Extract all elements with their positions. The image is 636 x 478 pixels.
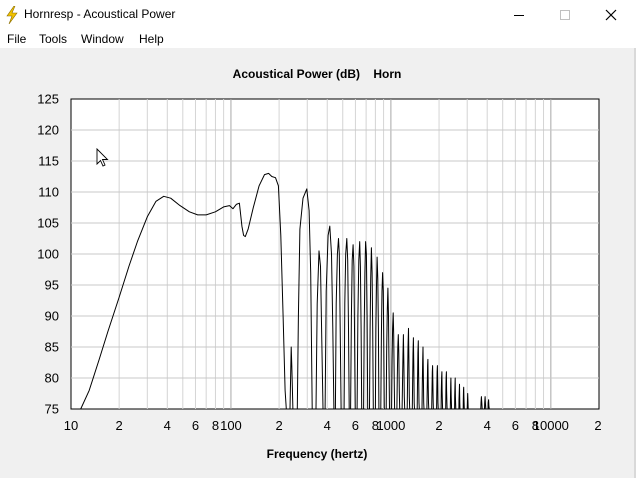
y-axis-ticks: 75 80 85 90 95 100 105 110 115 120 125	[37, 92, 59, 417]
menu-file[interactable]: File	[7, 32, 27, 46]
menu-tools[interactable]: Tools	[39, 32, 68, 46]
mouse-cursor-icon	[96, 147, 109, 167]
x-tick-label: 2	[435, 418, 442, 433]
y-tick-label: 75	[45, 402, 59, 417]
maximize-button[interactable]	[542, 0, 588, 30]
y-tick-label: 100	[37, 247, 59, 262]
maximize-icon	[560, 10, 570, 20]
y-tick-label: 110	[38, 185, 59, 200]
x-tick-label: 6	[512, 418, 519, 433]
y-tick-label: 85	[45, 340, 59, 355]
minimize-button[interactable]	[496, 0, 542, 30]
window-edge	[634, 48, 636, 478]
y-tick-label: 115	[38, 154, 59, 169]
y-tick-label: 90	[45, 309, 59, 324]
series-layer	[80, 172, 490, 410]
y-tick-label: 125	[37, 92, 59, 107]
menu-bar: File Tools Window Help	[0, 30, 636, 48]
y-tick-label: 95	[45, 278, 59, 293]
lightning-bolt-icon	[6, 6, 18, 24]
x-tick-label: 4	[484, 418, 491, 433]
x-tick-label: 4	[324, 418, 331, 433]
x-axis-label: Frequency (hertz)	[267, 447, 368, 461]
y-tick-label: 80	[45, 371, 59, 386]
grid-lines	[71, 99, 599, 409]
y-tick-label: 120	[37, 123, 59, 138]
x-tick-label: 8	[372, 418, 379, 433]
title-bar: Hornresp - Acoustical Power	[0, 0, 636, 30]
chart-title: Acoustical Power (dB) Horn	[233, 67, 402, 81]
window-title: Hornresp - Acoustical Power	[24, 7, 176, 21]
x-tick-label: 2	[116, 418, 123, 433]
x-tick-label: 10000	[533, 418, 569, 433]
minimize-icon	[514, 15, 524, 16]
y-tick-label: 105	[37, 216, 59, 231]
x-tick-label: 4	[164, 418, 171, 433]
chart: Acoustical Power (dB) Horn 75 80 85 90 95 100…	[37, 67, 602, 461]
series-line	[80, 172, 490, 410]
x-tick-label: 1000	[376, 418, 405, 433]
x-tick-label: 2	[594, 418, 601, 433]
x-tick-label: 100	[220, 418, 242, 433]
x-tick-label: 2	[275, 418, 282, 433]
x-tick-label: 6	[192, 418, 199, 433]
close-icon	[605, 9, 617, 21]
menu-help[interactable]: Help	[139, 32, 164, 46]
menu-window[interactable]: Window	[81, 32, 124, 46]
close-button[interactable]	[588, 0, 634, 30]
x-tick-label: 8	[532, 418, 539, 433]
x-tick-label: 6	[352, 418, 359, 433]
x-tick-label: 8	[212, 418, 219, 433]
x-tick-label: 10	[64, 418, 78, 433]
